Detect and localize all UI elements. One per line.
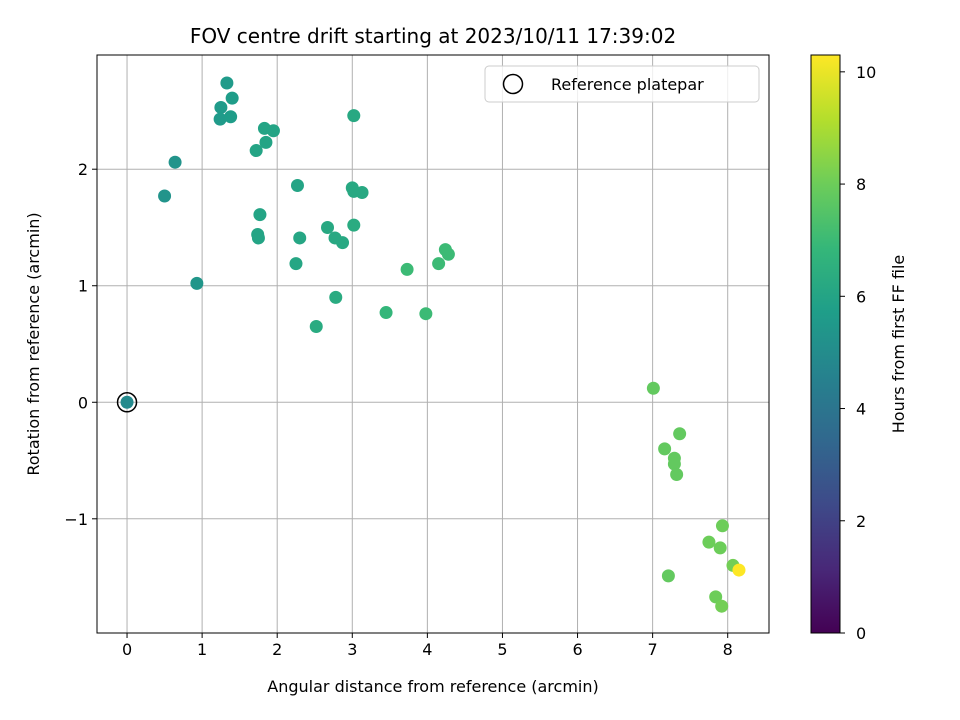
data-point — [667, 457, 681, 471]
data-point — [713, 541, 727, 555]
data-point — [290, 179, 304, 193]
scatter-points — [116, 76, 746, 613]
data-point — [120, 395, 134, 409]
y-tick-label: −1 — [64, 510, 88, 529]
x-tick-label: 1 — [197, 640, 207, 659]
data-point — [309, 320, 323, 334]
data-point — [732, 563, 746, 577]
data-point — [347, 218, 361, 232]
data-point — [293, 231, 307, 245]
colorbar-label: Hours from first FF file — [889, 255, 908, 434]
data-point — [673, 427, 687, 441]
data-point — [400, 262, 414, 276]
legend-reference-marker — [502, 73, 524, 95]
legend-box — [484, 65, 760, 103]
data-point — [224, 110, 238, 124]
colorbar-ticks: 0 2 4 6 8 10 — [840, 63, 876, 643]
x-tick-label: 2 — [272, 640, 282, 659]
colorbar-tick-label: 10 — [856, 63, 876, 82]
y-axis-label: Rotation from reference (arcmin) — [24, 212, 43, 475]
data-point — [266, 124, 280, 138]
data-point — [441, 247, 455, 261]
x-tick-label: 4 — [422, 640, 432, 659]
x-tick-label: 7 — [648, 640, 658, 659]
colorbar: 0 2 4 6 8 10 Hours from first FF file — [810, 54, 908, 643]
x-tick-label: 3 — [347, 640, 357, 659]
grid — [97, 55, 769, 633]
y-axis-ticks: −1 0 1 2 — [64, 160, 97, 529]
data-point — [251, 231, 265, 245]
x-axis-ticks: 0 1 2 3 4 5 6 7 8 — [122, 633, 733, 659]
colorbar-tick-label: 6 — [856, 287, 866, 306]
data-point — [225, 91, 239, 105]
data-point — [715, 599, 729, 613]
reference-platepar-marker — [116, 392, 138, 413]
data-point — [670, 468, 684, 482]
data-point — [715, 519, 729, 533]
legend: Reference platepar — [484, 65, 760, 103]
chart-title: FOV centre drift starting at 2023/10/11 … — [190, 24, 676, 48]
data-point — [658, 442, 672, 456]
data-point — [190, 276, 204, 290]
x-tick-label: 0 — [122, 640, 132, 659]
data-point — [253, 208, 267, 222]
data-point — [259, 135, 273, 149]
data-point — [168, 155, 182, 169]
plot-frame — [96, 54, 770, 634]
x-tick-label: 5 — [497, 640, 507, 659]
colorbar-tick-label: 0 — [856, 624, 866, 643]
legend-reference-label: Reference platepar — [551, 75, 704, 94]
data-point — [336, 236, 350, 250]
data-point — [379, 306, 393, 320]
data-point — [419, 307, 433, 321]
y-tick-label: 2 — [78, 160, 88, 179]
data-point — [329, 290, 343, 304]
data-point — [321, 220, 335, 234]
y-tick-label: 1 — [78, 277, 88, 296]
x-tick-label: 6 — [572, 640, 582, 659]
data-point — [432, 257, 446, 271]
data-point — [220, 76, 234, 90]
data-point — [214, 100, 228, 114]
data-point — [709, 590, 723, 604]
colorbar-gradient — [810, 54, 841, 634]
colorbar-tick-label: 2 — [856, 512, 866, 531]
data-point — [646, 381, 660, 395]
colorbar-tick-label: 8 — [856, 175, 866, 194]
x-axis-label: Angular distance from reference (arcmin) — [267, 677, 598, 696]
data-point — [347, 109, 361, 123]
data-point — [158, 189, 172, 203]
y-tick-label: 0 — [78, 393, 88, 412]
data-point — [661, 569, 675, 583]
data-point — [213, 112, 227, 126]
colorbar-tick-label: 4 — [856, 400, 866, 419]
data-point — [249, 144, 263, 158]
x-tick-label: 8 — [723, 640, 733, 659]
data-point — [289, 257, 303, 271]
data-point — [702, 535, 716, 549]
data-point — [355, 186, 369, 200]
